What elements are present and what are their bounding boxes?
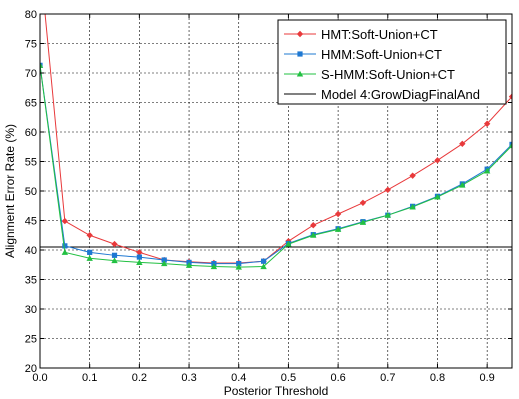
series-group [40, 14, 512, 270]
y-tick-label: 45 [25, 216, 37, 228]
data-point [111, 240, 118, 248]
data-point [236, 260, 242, 267]
data-point [310, 232, 317, 238]
x-tick-label: 0.4 [231, 372, 246, 384]
legend-label: S-HMM:Soft-Union+CT [321, 67, 455, 82]
data-point [136, 259, 143, 265]
x-tick-label: 0.3 [181, 372, 196, 384]
data-point [508, 142, 512, 149]
data-point [334, 226, 342, 232]
data-point [285, 240, 292, 247]
legend-marker [296, 30, 304, 38]
data-point [235, 263, 242, 270]
data-point [86, 232, 93, 239]
data-point [87, 249, 93, 255]
data-point [359, 219, 367, 225]
x-tick-label: 0.2 [132, 372, 147, 384]
data-point [459, 140, 466, 147]
x-tick-label: 0.1 [82, 372, 97, 384]
data-point [161, 257, 167, 263]
y-tick-label: 35 [25, 275, 37, 287]
legend-marker [297, 51, 303, 57]
data-point [210, 263, 218, 270]
y-tick-label: 25 [25, 334, 37, 346]
y-tick-label: 40 [25, 245, 37, 257]
data-point [136, 254, 142, 260]
y-axis-title: Alignment Error Rate (%) [3, 124, 17, 258]
legend-label: HMM:Soft-Union+CT [321, 47, 442, 62]
data-point [62, 243, 68, 249]
data-point [260, 258, 267, 264]
data-point [260, 263, 267, 270]
y-tick-label: 75 [25, 39, 37, 51]
data-point [86, 255, 93, 261]
x-tick-labels: 0.0 0.1 0.2 0.3 0.4 0.5 0.6 0.7 0.8 0.9 [32, 372, 494, 384]
data-point [384, 211, 391, 218]
axis-ticks [39, 13, 512, 369]
data-point [61, 249, 69, 255]
data-point [40, 62, 44, 68]
legend-label: Model 4:GrowDiagFinalAnd [321, 87, 480, 102]
x-tick-label: 0.6 [330, 372, 345, 384]
y-tick-label: 20 [25, 363, 37, 375]
data-point [409, 172, 416, 179]
series-2 [40, 62, 512, 270]
y-tick-labels: 20 25 30 35 40 45 50 55 60 65 70 75 80 [25, 9, 37, 375]
x-tick-label: 0.7 [380, 372, 395, 384]
legend-label: HMT:Soft-Union+CT [321, 27, 438, 42]
x-tick-label: 0.0 [32, 372, 47, 384]
series-line [44, 14, 512, 264]
data-point [434, 157, 441, 164]
legend: HMT:Soft-Union+CT HMM:Soft-Union+CT S-HMM:… [277, 19, 507, 105]
data-point [334, 210, 342, 218]
data-point [136, 249, 143, 256]
y-tick-label: 50 [25, 186, 37, 198]
series-line [40, 65, 512, 268]
data-point [384, 186, 391, 194]
data-point [359, 199, 367, 206]
data-point [409, 203, 416, 210]
y-tick-label: 60 [25, 127, 37, 139]
x-tick-label: 0.5 [281, 372, 296, 384]
data-point [459, 181, 466, 188]
y-tick-label: 70 [25, 68, 37, 80]
data-point [111, 252, 118, 258]
x-tick-label: 0.8 [430, 372, 445, 384]
data-point [508, 93, 512, 100]
series-line [40, 65, 512, 265]
y-tick-label: 55 [25, 157, 37, 169]
data-point [61, 217, 69, 225]
data-point [483, 120, 491, 127]
data-point [161, 260, 168, 267]
data-point [185, 262, 193, 268]
data-point [483, 167, 491, 174]
data-point [111, 257, 118, 264]
legend-marker [296, 70, 304, 77]
y-tick-label: 80 [25, 9, 37, 21]
data-point [310, 222, 317, 229]
x-axis-title: Posterior Threshold [224, 384, 329, 398]
data-point [509, 141, 512, 147]
y-tick-label: 30 [25, 304, 37, 316]
y-tick-label: 65 [25, 98, 37, 110]
x-tick-label: 0.9 [480, 372, 495, 384]
data-point [434, 193, 441, 200]
